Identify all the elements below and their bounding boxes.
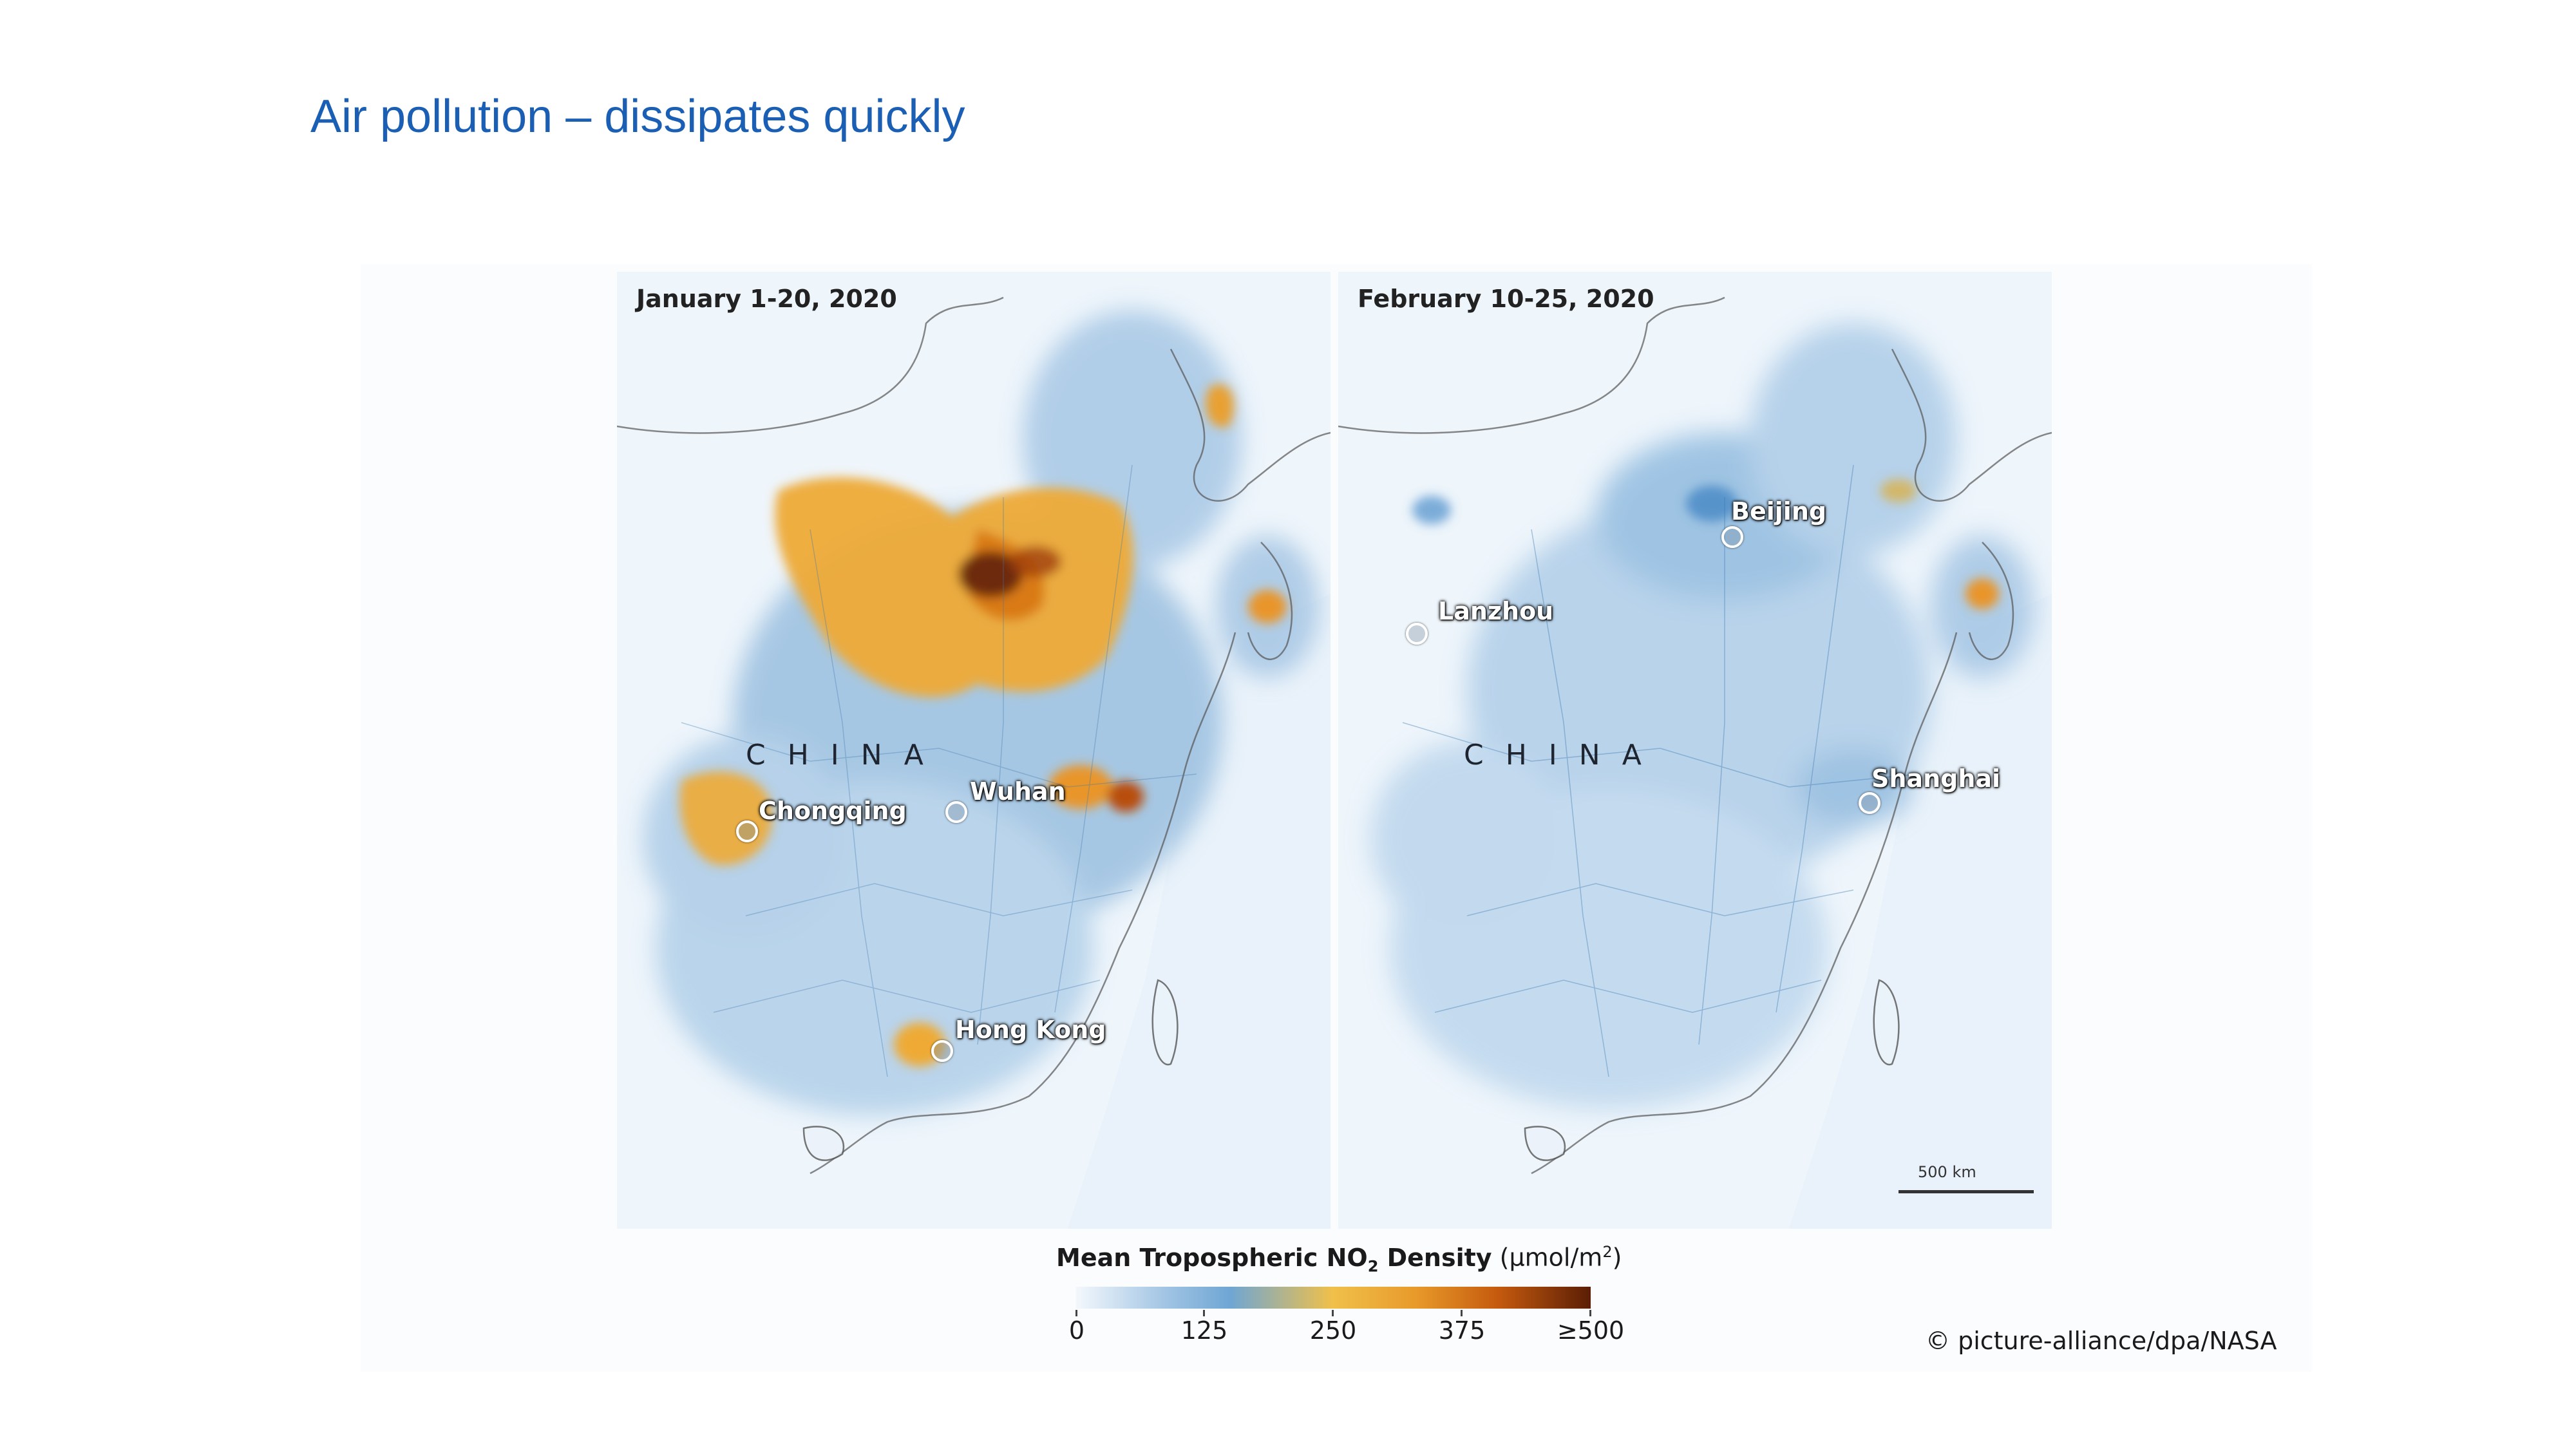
scale-label: 500 km: [1918, 1163, 1976, 1181]
legend-title: Mean Tropospheric NO2 Density (µmol/m2): [1056, 1243, 1622, 1276]
city-marker-chongqing: [736, 820, 758, 842]
city-label-lanzhou: Lanzhou: [1438, 597, 1554, 625]
legend-tick-label: 125: [1180, 1316, 1228, 1345]
map-january: [617, 272, 1331, 1229]
legend-tick-label: 250: [1309, 1316, 1357, 1345]
city-marker-beijing: [1721, 526, 1743, 548]
city-marker-shanghai: [1859, 792, 1880, 814]
legend-color-ramp: [1075, 1287, 1591, 1309]
no2-comparison-figure: January 1-20, 2020 CHINA Wuhan Chongqing…: [361, 264, 2312, 1372]
panel-date-february: February 10-25, 2020: [1358, 285, 1654, 313]
legend-tick-label: 375: [1438, 1316, 1486, 1345]
color-legend: Mean Tropospheric NO2 Density (µmol/m2) …: [1056, 1243, 1636, 1365]
city-marker-hong-kong: [931, 1040, 953, 1062]
country-label-china: CHINA: [1464, 739, 1663, 772]
legend-tick-label: ≥500: [1557, 1316, 1625, 1345]
legend-tick: [1461, 1310, 1463, 1316]
country-label-china: CHINA: [746, 739, 945, 772]
city-marker-lanzhou: [1406, 623, 1428, 645]
image-credit: © picture-alliance/dpa/NASA: [1926, 1327, 2277, 1355]
city-marker-wuhan: [945, 801, 967, 823]
slide-title: Air pollution – dissipates quickly: [310, 91, 965, 142]
city-label-hong-kong: Hong Kong: [955, 1016, 1106, 1044]
legend-tick: [1075, 1310, 1077, 1316]
city-label-chongqing: Chongqing: [759, 797, 907, 825]
panel-date-january: January 1-20, 2020: [636, 285, 897, 313]
scale-bar: [1899, 1186, 2034, 1195]
city-label-beijing: Beijing: [1731, 497, 1827, 526]
city-label-wuhan: Wuhan: [970, 777, 1066, 806]
legend-tick: [1203, 1310, 1205, 1316]
map-february: [1338, 272, 2052, 1229]
map-panel-january: January 1-20, 2020 CHINA Wuhan Chongqing…: [617, 272, 1331, 1229]
legend-tick-label: 0: [1068, 1316, 1085, 1345]
legend-tick: [1589, 1310, 1591, 1316]
map-panel-february: February 10-25, 2020 CHINA Beijing Lanzh…: [1338, 272, 2052, 1229]
legend-tick: [1332, 1310, 1334, 1316]
city-label-shanghai: Shanghai: [1871, 764, 2001, 793]
